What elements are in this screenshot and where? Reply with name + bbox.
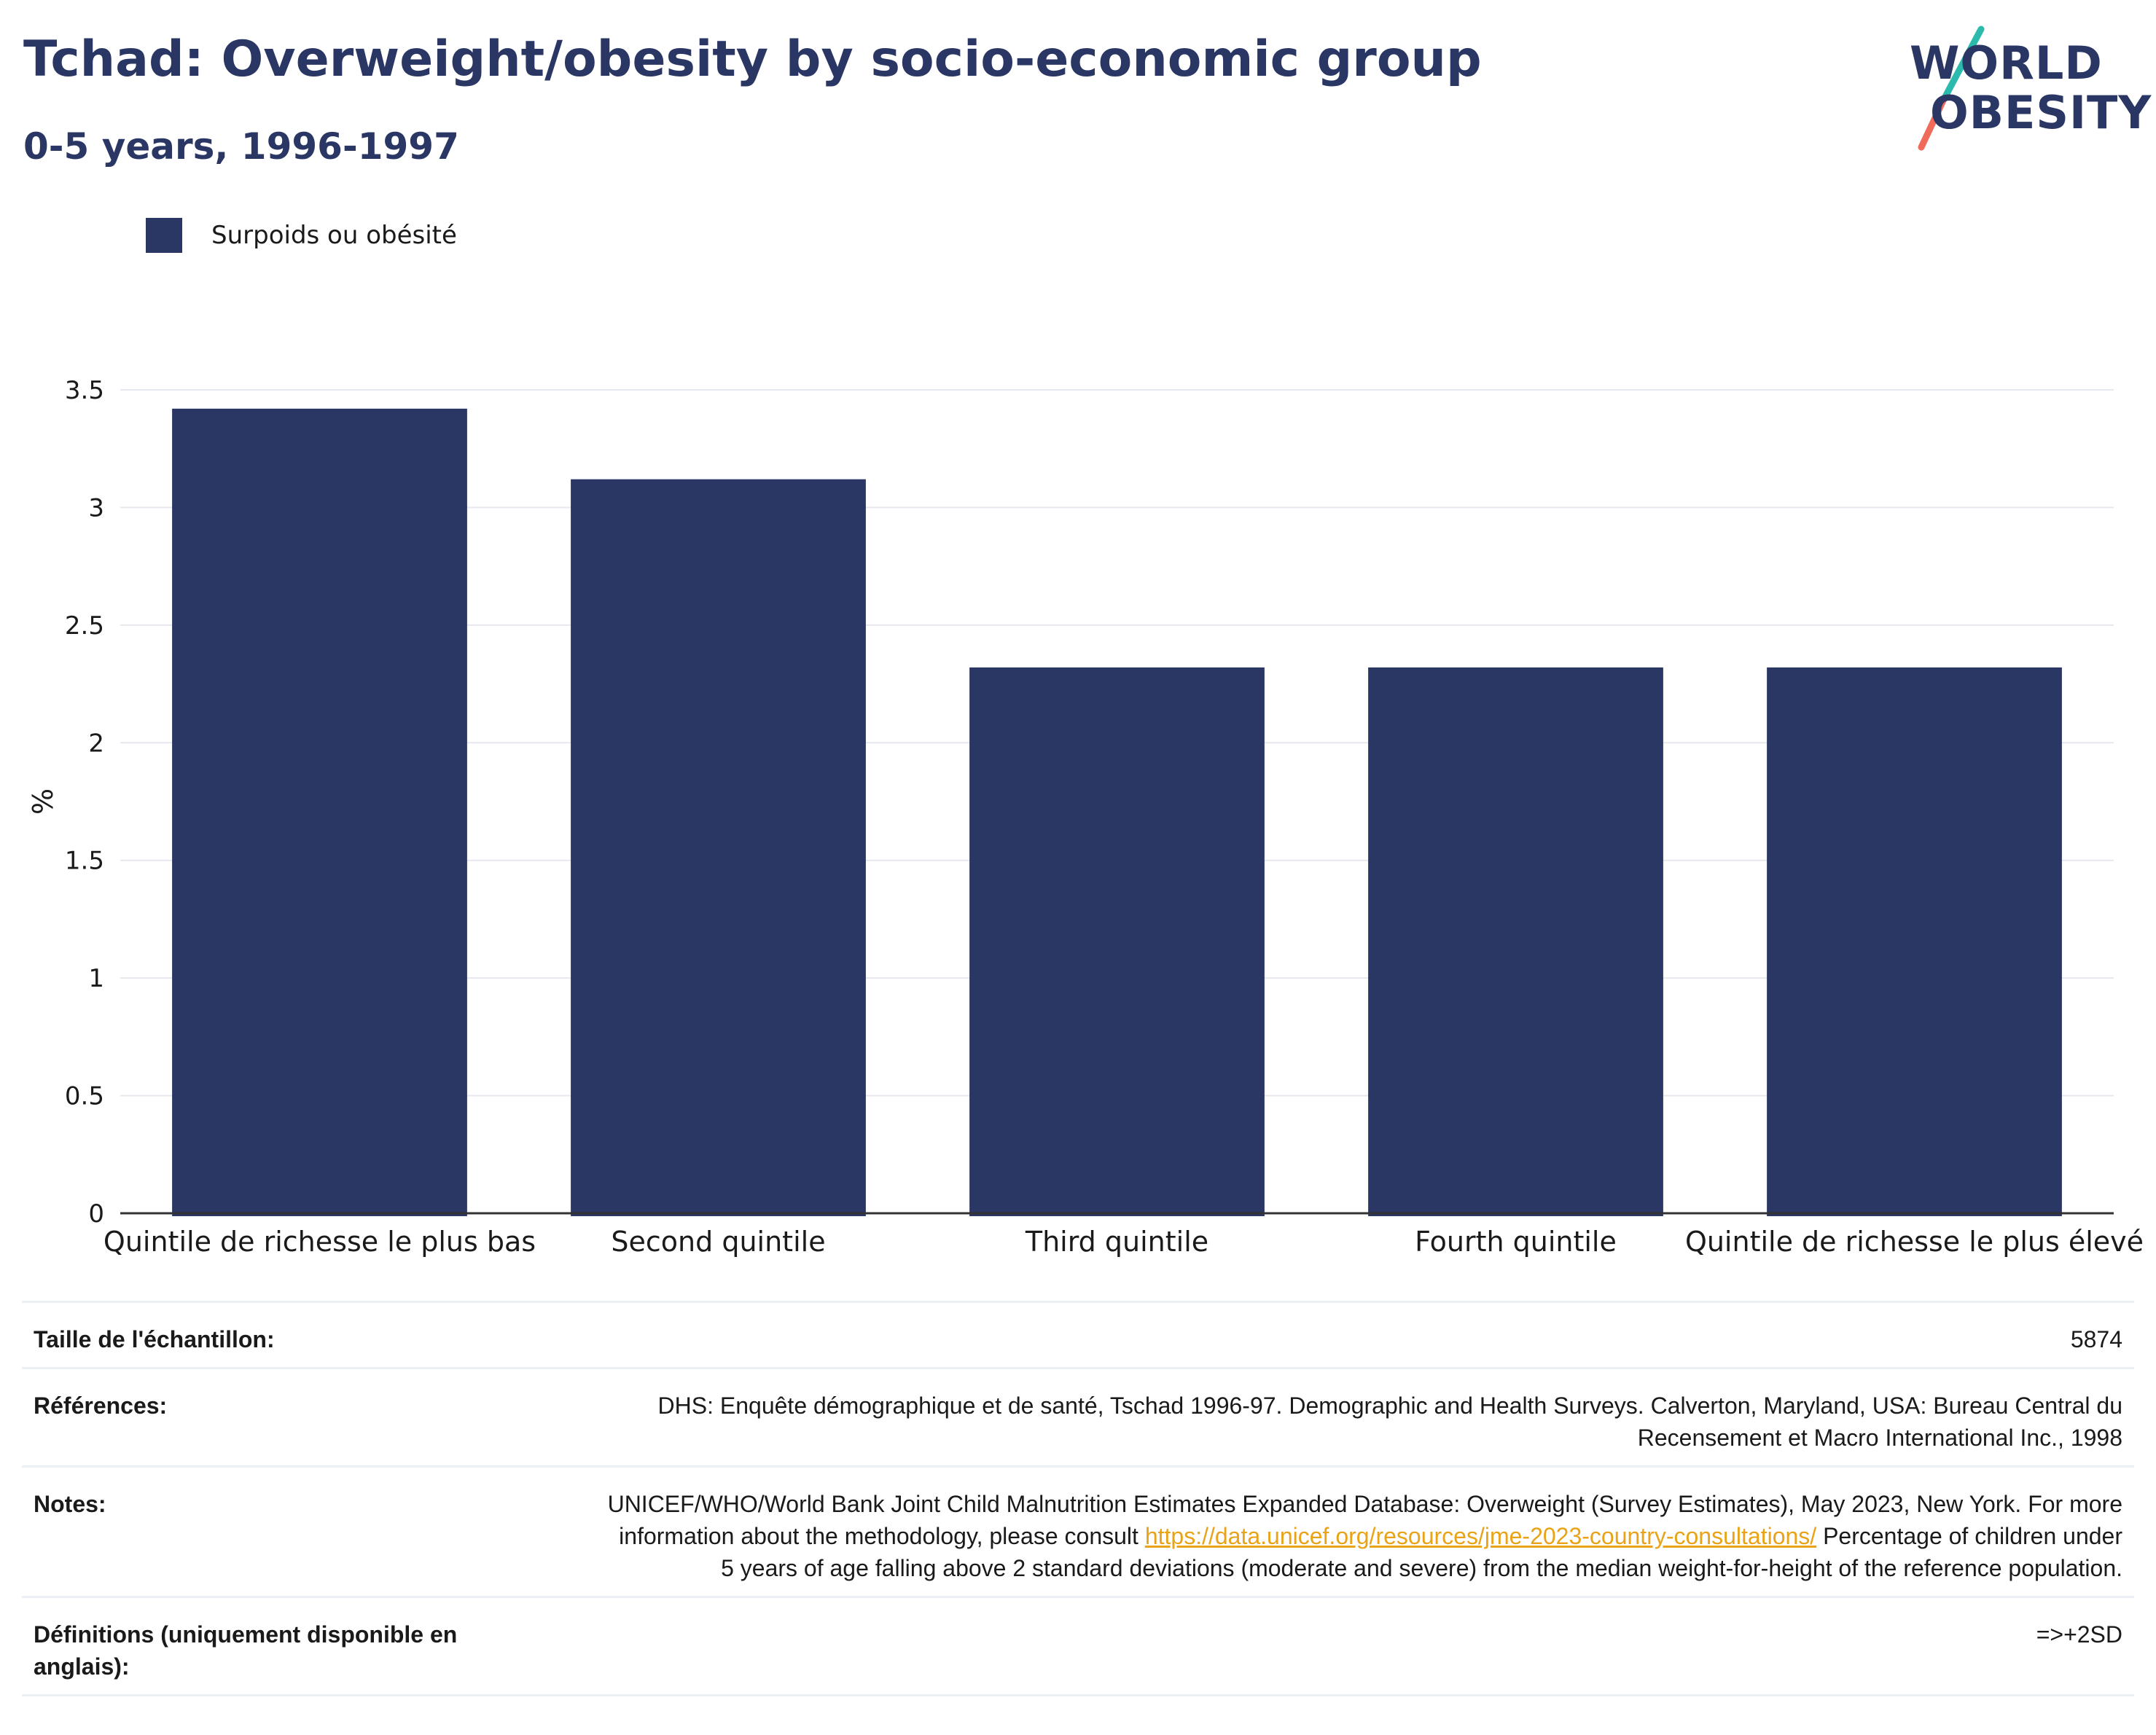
notes-text-start: UNICEF/WHO/World Bank Joint Child Malnut… [607,1491,2122,1549]
legend-swatch [146,218,182,253]
references-value: DHS: Enquête démographique et de santé, … [657,1393,2122,1451]
y-tick-label: 2 [88,729,104,758]
legend[interactable]: Surpoids ou obésité [146,217,457,254]
logo-word-obesity: OBESITY [1930,86,2152,139]
x-tick-label: Third quintile [1025,1226,1208,1258]
notes-text-end: Percentage of children under 5 years of … [721,1523,2122,1581]
chart-subtitle: 0-5 years, 1996-1997 [23,125,459,168]
chart-title: Tchad: Overweight/obesity by socio-econo… [23,31,1482,88]
bar [969,667,1265,1216]
sample-size-label: Taille de l'échantillon: [34,1326,275,1352]
notes-value: UNICEF/WHO/World Bank Joint Child Malnut… [606,1488,2122,1584]
logo-word-world: WORLD [1910,36,2103,90]
sample-size-row: Taille de l'échantillon: 5874 [22,1301,2134,1367]
notes-link[interactable]: https://data.unicef.org/resources/jme-20… [1144,1523,1817,1549]
sample-size-value: 5874 [2070,1326,2122,1352]
x-tick-label: Quintile de richesse le plus élevé [1685,1226,2144,1258]
notes-row: Notes: UNICEF/WHO/World Bank Joint Child… [22,1465,2134,1596]
x-tick-label: Fourth quintile [1415,1226,1617,1258]
legend-label: Surpoids ou obésité [211,221,457,250]
logo-slash-icon [1918,26,1985,151]
references-label: Références: [34,1393,168,1419]
y-tick-label: 0.5 [65,1082,104,1111]
y-tick-label: 1.5 [65,847,104,876]
metadata-table: Taille de l'échantillon: 5874 Références… [22,1301,2134,1696]
definitions-value: =>+2SD [2036,1621,2122,1648]
x-tick-label: Quintile de richesse le plus bas [103,1226,536,1258]
bar [571,479,866,1216]
definitions-row: Définitions (uniquement disponible en an… [22,1596,2134,1696]
y-axis-title: % [27,788,59,815]
definitions-label: Définitions (uniquement disponible en an… [34,1621,458,1680]
y-tick-label: 2.5 [65,611,104,641]
y-tick-label: 3 [88,493,104,522]
bar-chart: 0 0.5 1 1.5 2 2.5 3 3.5% Quintile de richesse le… [27,376,2144,1258]
references-row: Références: DHS: Enquête démographique e… [22,1367,2134,1465]
bar [1767,667,2062,1216]
y-tick-label: 3.5 [65,376,104,405]
bar [1368,667,1663,1216]
bar [172,408,467,1216]
y-tick-label: 0 [88,1199,104,1229]
x-tick-label: Second quintile [611,1226,825,1258]
notes-label: Notes: [34,1491,106,1517]
y-tick-label: 1 [88,964,104,993]
world-obesity-logo: WORLD OBESITY [1895,23,2151,154]
